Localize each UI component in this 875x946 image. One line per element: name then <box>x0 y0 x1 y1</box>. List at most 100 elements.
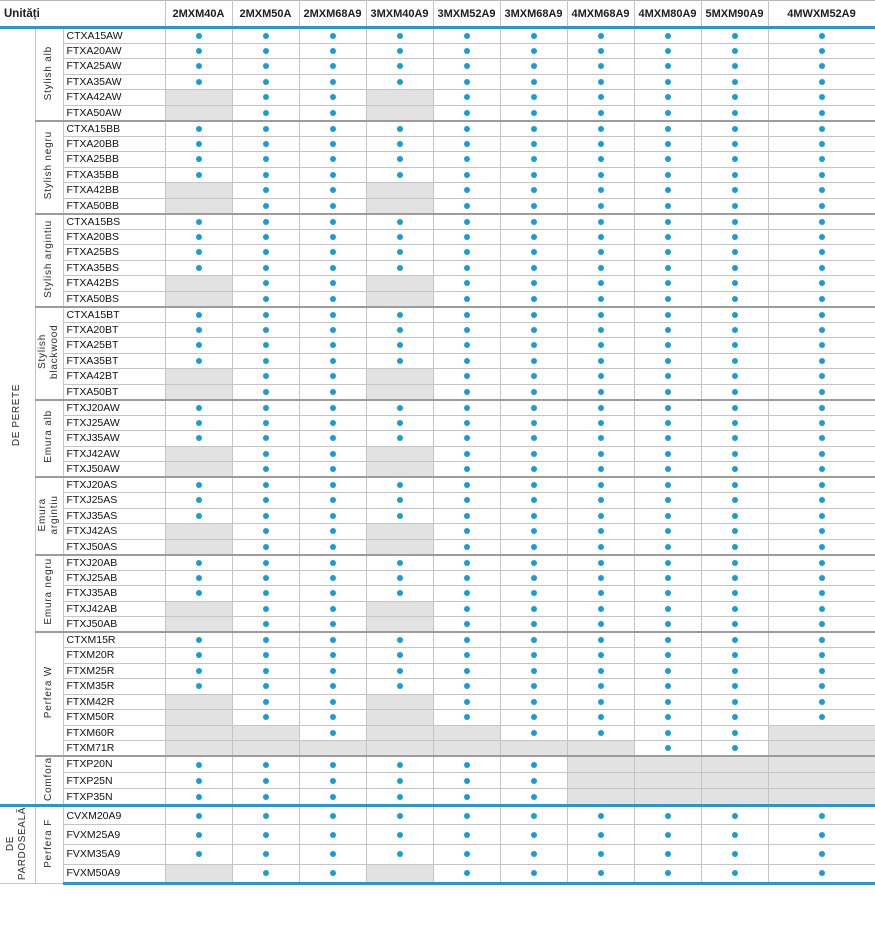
compat-cell <box>767 863 875 885</box>
compatible-dot-icon <box>664 543 671 550</box>
compat-cell <box>432 135 501 152</box>
column-header: 2MXM50A <box>231 0 300 29</box>
compat-cell <box>164 321 233 338</box>
compat-cell <box>231 445 300 462</box>
compatible-dot-icon <box>731 140 738 147</box>
compat-cell <box>767 445 875 462</box>
compat-cell <box>231 600 300 617</box>
compatible-dot-icon <box>329 466 336 473</box>
compatible-dot-icon <box>818 698 825 705</box>
compatible-dot-icon <box>329 373 336 380</box>
table-row: FVXM50A9 <box>0 863 875 885</box>
compat-cell <box>767 290 875 307</box>
compatible-dot-icon <box>597 342 604 349</box>
compatible-dot-icon <box>664 497 671 504</box>
compat-cell <box>700 616 769 633</box>
compatible-dot-icon <box>818 187 825 194</box>
compat-cell <box>231 275 300 292</box>
compat-cell <box>432 259 501 276</box>
compatible-dot-icon <box>597 466 604 473</box>
compatible-dot-icon <box>463 326 470 333</box>
compatible-dot-icon <box>530 171 537 178</box>
table-row: FTXJ50AW <box>0 461 875 478</box>
group-label-text: Perfera W <box>43 666 54 719</box>
compatible-dot-icon <box>731 683 738 690</box>
compat-cell <box>700 197 769 214</box>
compatible-dot-icon <box>597 311 604 318</box>
compatible-dot-icon <box>329 419 336 426</box>
compat-cell <box>700 569 769 586</box>
compatible-dot-icon <box>818 590 825 597</box>
compat-cell <box>164 228 233 245</box>
compat-cell <box>700 89 769 106</box>
compatible-dot-icon <box>530 652 537 659</box>
table-row: FTXA25BB <box>0 151 875 168</box>
compatible-dot-icon <box>396 47 403 54</box>
compat-cell <box>767 709 875 726</box>
compatible-dot-icon <box>530 280 537 287</box>
compat-cell <box>432 42 501 59</box>
compatible-dot-icon <box>818 870 825 877</box>
compatible-dot-icon <box>664 218 671 225</box>
model-label: FTXA50BT <box>62 383 166 400</box>
compatible-dot-icon <box>463 171 470 178</box>
not-compatible-cell <box>164 197 233 214</box>
compat-cell <box>499 305 568 323</box>
compatible-dot-icon <box>463 652 470 659</box>
compatible-dot-icon <box>262 667 269 674</box>
compat-cell <box>700 244 769 261</box>
compatible-dot-icon <box>530 109 537 116</box>
compatible-dot-icon <box>396 574 403 581</box>
compat-cell <box>231 476 300 493</box>
compat-cell <box>700 740 769 757</box>
compatible-dot-icon <box>195 831 202 838</box>
compatible-dot-icon <box>597 621 604 628</box>
compatible-dot-icon <box>530 311 537 318</box>
compat-cell <box>231 135 300 152</box>
compat-cell <box>298 616 367 633</box>
compatible-dot-icon <box>262 812 269 819</box>
compat-cell <box>432 863 501 885</box>
compatible-dot-icon <box>463 590 470 597</box>
compat-cell <box>700 430 769 447</box>
compatible-dot-icon <box>731 831 738 838</box>
compat-cell <box>566 26 635 44</box>
table-row: FTXM60R <box>0 724 875 741</box>
model-label: FTXJ25AW <box>62 414 166 431</box>
compat-cell <box>432 600 501 617</box>
model-label: FTXM71R <box>62 740 166 757</box>
compatible-dot-icon <box>396 419 403 426</box>
compat-cell <box>298 553 367 571</box>
compat-cell <box>365 631 434 648</box>
table-row: FTXA35BS <box>0 259 875 276</box>
table-row: Stylish negru CTXA15BB <box>0 119 875 214</box>
compat-cell <box>499 771 568 790</box>
compatible-dot-icon <box>664 637 671 644</box>
compatible-dot-icon <box>396 32 403 39</box>
compatible-dot-icon <box>463 831 470 838</box>
compat-cell <box>566 104 635 121</box>
compat-cell <box>365 569 434 586</box>
compat-cell <box>365 754 434 773</box>
compatible-dot-icon <box>396 233 403 240</box>
compat-cell <box>298 151 367 168</box>
compatible-dot-icon <box>463 870 470 877</box>
compat-cell <box>298 58 367 75</box>
compat-cell <box>432 182 501 199</box>
compatible-dot-icon <box>664 63 671 70</box>
compatible-dot-icon <box>664 482 671 489</box>
compat-cell <box>231 166 300 183</box>
compat-cell <box>566 538 635 555</box>
compatible-dot-icon <box>818 574 825 581</box>
compatible-dot-icon <box>818 714 825 721</box>
compat-cell <box>432 321 501 338</box>
compatible-dot-icon <box>396 140 403 147</box>
compatible-dot-icon <box>530 326 537 333</box>
compatible-dot-icon <box>463 140 470 147</box>
compat-cell <box>432 647 501 664</box>
compat-cell <box>633 58 702 75</box>
compatible-dot-icon <box>597 590 604 597</box>
compatible-dot-icon <box>262 388 269 395</box>
compatible-dot-icon <box>818 466 825 473</box>
compat-cell <box>164 430 233 447</box>
